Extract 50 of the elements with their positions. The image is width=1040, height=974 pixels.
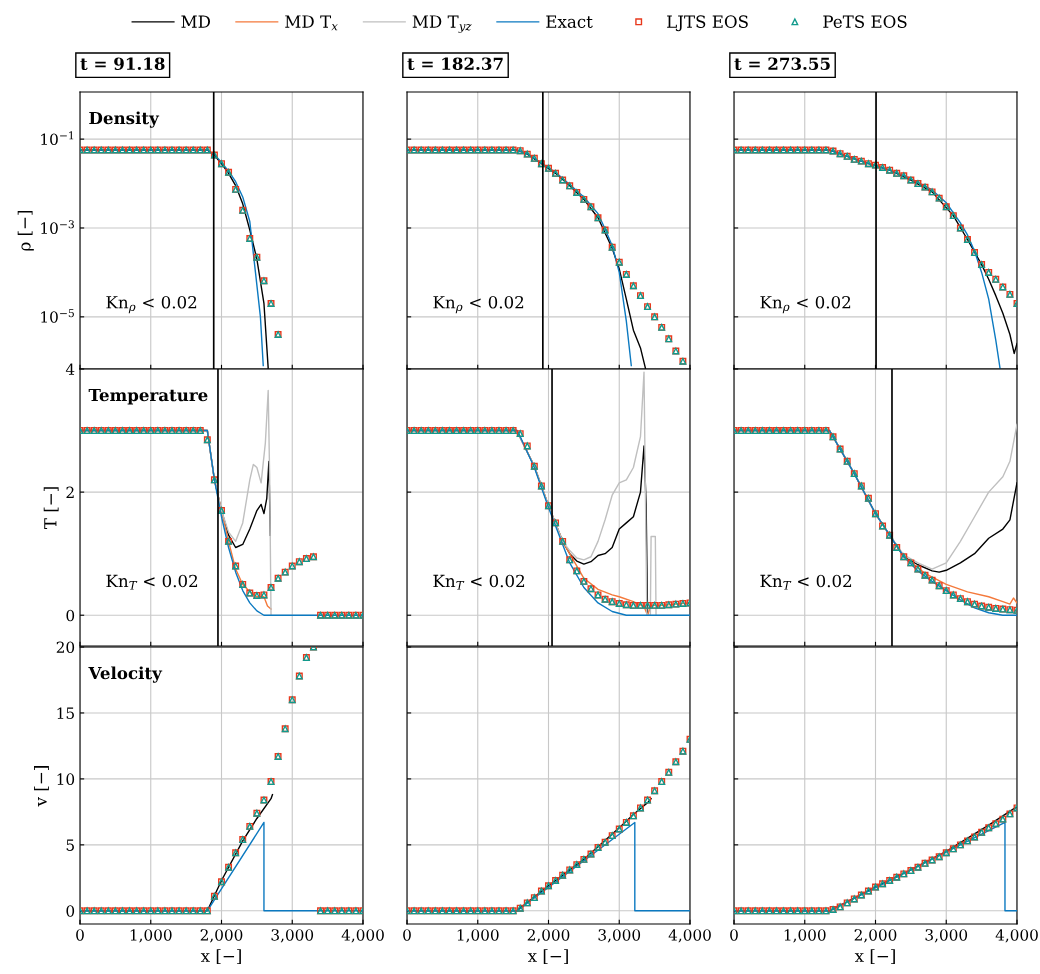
x-tick-label: 4,000 <box>341 929 384 943</box>
x-tick-label: 2,000 <box>200 929 243 943</box>
y-tick-label: 15 <box>57 707 74 719</box>
y-axis-title: ρ [−] <box>17 210 34 251</box>
y-tick-label: 20 <box>56 641 75 654</box>
x-tick-label: 2,000 <box>527 929 570 943</box>
legend-label: MD <box>181 15 211 28</box>
annotation: Kn$_{T}$ < 0.02 <box>106 574 198 590</box>
x-tick-label: 1,000 <box>784 929 826 943</box>
x-tick-label: 3,000 <box>271 929 314 943</box>
y-tick-label: 5 <box>66 839 74 851</box>
y-tick-label: 4 <box>65 363 75 375</box>
y-axis-title: T [−] <box>43 487 59 530</box>
x-axis-title: x [−] <box>527 949 568 965</box>
y-tick-label: 10$^{−1}$ <box>41 131 74 146</box>
legend-label: MD T$_{yz}$ <box>412 15 472 33</box>
x-tick-label: 3,000 <box>598 929 641 943</box>
annotation: Density <box>89 111 160 128</box>
legend-label: PeTS EOS <box>823 15 907 28</box>
y-tick-label: 10$^{−3}$ <box>41 220 74 234</box>
y-axis-title: v [−] <box>34 766 49 807</box>
chart-title: t = 273.55 <box>734 57 830 71</box>
y-tick-label: 0 <box>66 609 75 622</box>
x-tick-label: 0 <box>403 929 411 941</box>
x-tick-label: 0 <box>730 929 738 941</box>
chart-title: t = 91.18 <box>80 57 165 71</box>
legend-label: Exact <box>546 15 593 28</box>
annotation: Kn$_{ρ}$ < 0.02 <box>760 295 851 314</box>
annotation: Velocity <box>88 666 163 683</box>
legend-label: MD T$_{x}$ <box>285 15 338 31</box>
legend-label: LJTS EOS <box>667 15 748 32</box>
y-tick-label: 2 <box>66 486 74 498</box>
x-tick-label: 0 <box>76 929 84 941</box>
x-tick-label: 4,000 <box>668 929 711 943</box>
x-tick-label: 1,000 <box>457 929 499 943</box>
x-tick-label: 3,000 <box>925 929 968 943</box>
y-tick-label: 10$^{−5}$ <box>41 309 74 323</box>
annotation: Kn$_{T}$ < 0.02 <box>433 574 525 590</box>
annotation: Kn$_{ρ}$ < 0.02 <box>433 295 524 314</box>
x-tick-label: 1,000 <box>130 929 172 943</box>
x-axis-title: x [−] <box>854 949 895 965</box>
x-axis-title: x [−] <box>200 949 241 965</box>
annotation: Kn$_{ρ}$ < 0.02 <box>106 295 197 314</box>
annotation: Kn$_{T}$ < 0.02 <box>760 574 852 590</box>
y-tick-label: 0 <box>66 905 75 917</box>
x-tick-label: 2,000 <box>854 929 897 943</box>
annotation: Temperature <box>88 388 208 405</box>
x-tick-label: 4,000 <box>995 929 1038 943</box>
y-tick-label: 10 <box>57 773 75 785</box>
chart-title: t = 182.37 <box>407 57 503 71</box>
